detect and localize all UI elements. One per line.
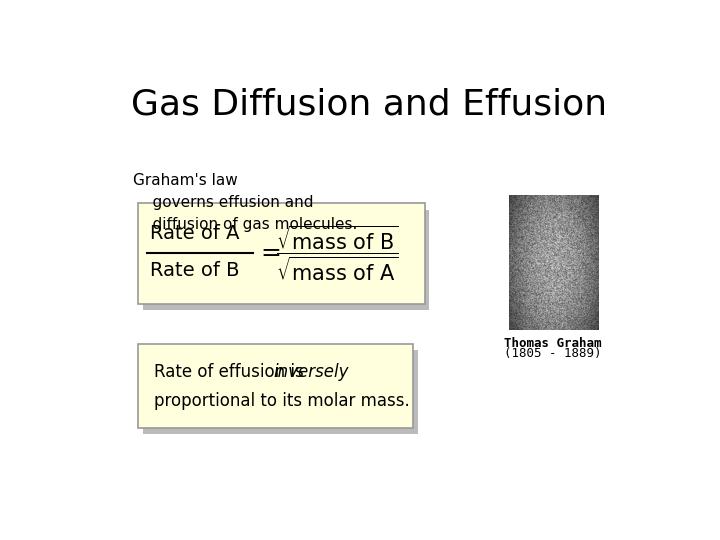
Polygon shape [138,343,413,428]
Polygon shape [143,350,418,434]
Text: Graham's law
    governs effusion and
    diffusion of gas molecules.: Graham's law governs effusion and diffus… [132,173,357,232]
Text: Rate of effusion is: Rate of effusion is [153,363,309,381]
Text: Rate of A: Rate of A [150,224,239,243]
Text: Gas Diffusion and Effusion: Gas Diffusion and Effusion [131,88,607,122]
Text: inversely: inversely [274,363,349,381]
Text: $\dfrac{\sqrt{\mathrm{mass\ of\ B}}}{\sqrt{\mathrm{mass\ of\ A}}}$: $\dfrac{\sqrt{\mathrm{mass\ of\ B}}}{\sq… [276,224,398,283]
Text: Thomas Graham: Thomas Graham [504,336,602,349]
Text: proportional to its molar mass.: proportional to its molar mass. [153,392,409,410]
Text: Rate of B: Rate of B [150,261,239,280]
Polygon shape [143,210,429,309]
Text: =: = [261,241,282,266]
Polygon shape [138,204,425,303]
Text: (1805 - 1889): (1805 - 1889) [504,347,602,360]
